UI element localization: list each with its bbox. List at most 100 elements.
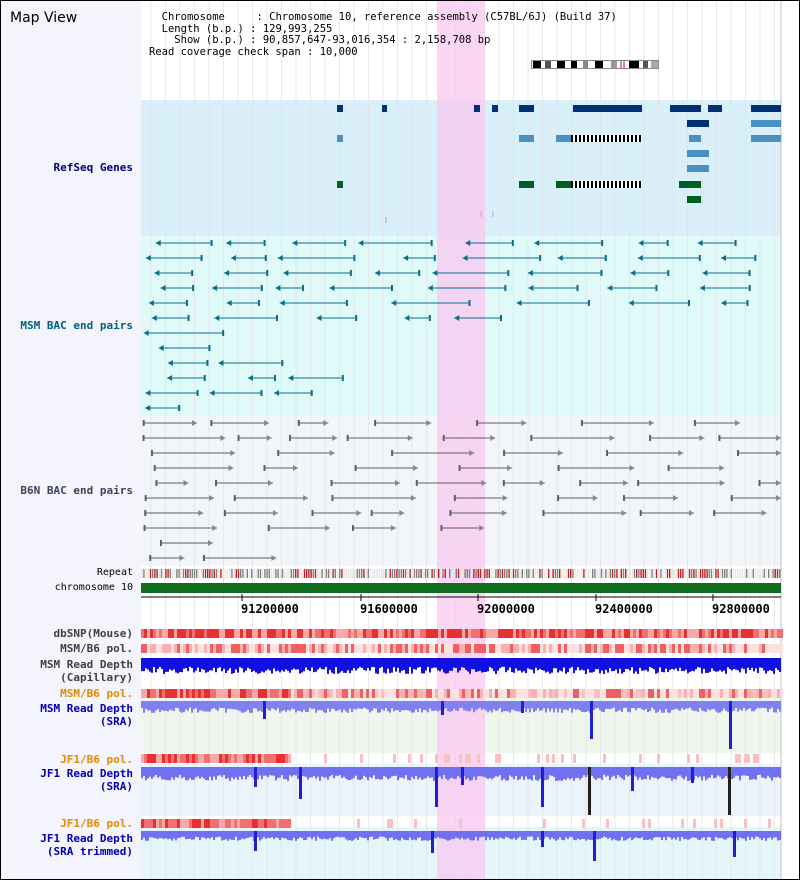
polymorphism-cell: [285, 644, 288, 653]
polymorphism-cell: [465, 629, 468, 638]
read-depth-bar: [215, 701, 217, 710]
read-depth-bar: [365, 658, 367, 671]
polymorphism-cell: [198, 819, 201, 828]
read-depth-bar: [635, 831, 637, 838]
read-depth-bar: [509, 767, 511, 776]
polymorphism-cell: [603, 754, 606, 763]
read-depth-bar: [467, 767, 469, 779]
refseq-exon: [619, 181, 621, 188]
read-depth-bar: [333, 831, 335, 839]
read-depth-bar: [367, 767, 369, 781]
polymorphism-cell: [753, 629, 756, 638]
read-depth-bar: [283, 767, 285, 780]
read-depth-bar: [737, 701, 739, 712]
read-depth-bar: [457, 767, 459, 776]
read-depth-bar: [373, 831, 375, 840]
read-depth-bar: [641, 831, 643, 838]
read-depth-bar: [407, 658, 409, 674]
read-depth-bar: [425, 831, 427, 841]
polymorphism-cell: [240, 689, 243, 698]
read-depth-bar: [161, 701, 163, 711]
repeat-mark: [196, 569, 198, 578]
polymorphism-cell: [408, 689, 411, 698]
read-depth-bar: [175, 658, 177, 673]
read-depth-bar: [417, 701, 419, 712]
read-depth-bar: [407, 701, 409, 711]
label-line: (SRA): [99, 715, 133, 728]
repeat-mark: [517, 569, 519, 578]
read-depth-bar: [497, 767, 499, 777]
read-depth-bar: [517, 701, 519, 712]
polymorphism-cell: [177, 629, 180, 638]
read-depth-bar: [523, 767, 525, 780]
read-depth-bar: [699, 658, 701, 668]
polymorphism-cell: [384, 629, 387, 638]
read-depth-bar: [735, 701, 737, 709]
polymorphism-cell: [216, 644, 219, 653]
polymorphism-cell: [243, 689, 246, 698]
msm-bac-end: [281, 360, 284, 366]
read-depth-bar: [767, 831, 769, 839]
read-depth-bar: [731, 658, 733, 671]
repeat-mark: [598, 569, 600, 578]
read-depth-bar: [343, 658, 345, 673]
polymorphism-cell: [360, 629, 363, 638]
read-depth-bar: [727, 658, 729, 668]
read-depth-bar: [605, 767, 607, 777]
b6n-bac-end: [293, 465, 299, 471]
read-depth-bar: [769, 658, 771, 671]
length-label: Length (b.p.): [161, 22, 244, 35]
repeat-mark: [534, 569, 537, 578]
read-depth-bar: [365, 701, 367, 709]
read-depth-bar: [177, 701, 179, 709]
read-depth-bar: [411, 701, 413, 713]
read-depth-bar: [649, 767, 651, 780]
chromosome-ideogram[interactable]: [531, 54, 659, 70]
refseq-exon: [603, 135, 605, 142]
b6n-bac-end: [539, 480, 545, 486]
read-depth-bar: [221, 701, 223, 708]
polymorphism-cell: [615, 629, 618, 638]
read-depth-bar: [197, 658, 199, 668]
polymorphism-cell: [297, 629, 300, 638]
polymorphism-cell: [210, 629, 213, 638]
polymorphism-cell: [774, 644, 777, 653]
read-depth-bar: [651, 767, 653, 777]
polymorphism-cell: [363, 689, 366, 698]
repeat-mark: [607, 569, 609, 578]
repeat-mark: [684, 569, 686, 578]
refseq-genes-label: RefSeq Genes: [53, 161, 133, 174]
label-line: MSM Read Depth: [40, 702, 133, 715]
polymorphism-cell: [753, 754, 756, 763]
read-depth-bar: [773, 831, 775, 838]
refseq-exon: [595, 135, 597, 142]
read-depth-bar: [401, 831, 403, 838]
polymorphism-cell: [558, 644, 561, 653]
read-depth-bar: [405, 658, 407, 674]
refseq-gene-feature: [337, 105, 343, 112]
read-depth-bar: [615, 701, 617, 713]
read-depth-bar: [395, 658, 397, 672]
read-depth-bar: [487, 831, 489, 838]
read-depth-bar: [525, 658, 527, 674]
read-depth-bar: [685, 831, 687, 839]
msm-bac-end: [454, 315, 460, 321]
read-depth-bar: [633, 701, 635, 708]
polymorphism-cell: [156, 629, 159, 638]
polymorphism-cell: [657, 689, 660, 698]
polymorphism-cell: [672, 689, 675, 698]
b6n-bac-label: B6N BAC end pairs: [20, 484, 133, 497]
msm-bac-end: [145, 255, 151, 261]
read-depth-bar: [209, 701, 211, 712]
polymorphism-cell: [360, 754, 363, 763]
polymorphism-cell: [144, 819, 147, 828]
read-depth-bar: [227, 701, 229, 709]
polymorphism-cell: [537, 644, 540, 653]
repeat-mark: [334, 569, 336, 578]
read-depth-bar: [485, 658, 487, 672]
read-depth-bar: [599, 658, 601, 674]
b6n-bac-end: [621, 510, 627, 516]
read-depth-bar: [695, 658, 697, 670]
polymorphism-cell: [423, 689, 426, 698]
refseq-exon: [591, 135, 593, 142]
